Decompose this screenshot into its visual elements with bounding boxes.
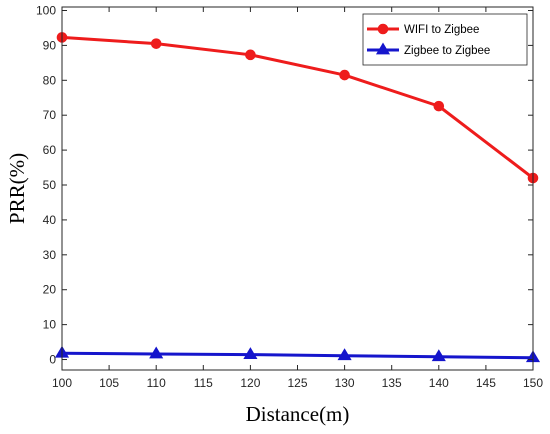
x-tick-label: 140 [429, 376, 449, 390]
legend-entry-label: Zigbee to Zigbee [404, 45, 490, 57]
y-tick-label: 30 [43, 248, 57, 262]
plot-series [54, 32, 541, 363]
series [54, 345, 541, 363]
x-tick-label: 120 [240, 376, 260, 390]
data-point-marker [339, 69, 350, 81]
series-line [61, 351, 534, 360]
y-tick-label: 70 [43, 108, 57, 122]
x-axis-label: Distance(m) [246, 402, 350, 426]
y-tick-label: 80 [43, 73, 57, 87]
y-tick-label: 100 [36, 3, 56, 17]
y-tick-label: 50 [43, 178, 57, 192]
legend-box [362, 13, 528, 66]
data-point-marker [243, 347, 258, 360]
data-point-marker [433, 100, 445, 112]
y-tick-label: 90 [43, 38, 57, 52]
x-tick-label: 100 [52, 376, 72, 390]
y-tick-label: 20 [43, 283, 57, 297]
y-axis-label: PRR(%) [5, 153, 29, 224]
y-tick-label: 40 [43, 213, 57, 227]
legend-swatch-marker [375, 42, 391, 55]
data-point-marker [150, 38, 162, 49]
x-tick-label: 135 [382, 376, 402, 390]
x-tick-label: 145 [476, 376, 496, 390]
legend: WIFI to Zigbee Zigbee to Zigbee [362, 13, 528, 66]
y-tick-label: 0 [49, 353, 56, 367]
data-point-marker [337, 348, 352, 361]
series-line [61, 35, 534, 180]
data-point-marker [149, 346, 164, 359]
axis-ticks: 100 105 110 115 120 125 130 135 140 145 150 0 10 20 30… [36, 3, 543, 390]
y-tick-label: 10 [43, 318, 57, 332]
legend-swatch-marker [377, 23, 389, 35]
x-tick-label: 130 [335, 376, 355, 390]
x-tick-label: 125 [287, 376, 307, 390]
y-tick-label: 60 [43, 143, 57, 157]
data-point-marker [375, 42, 391, 55]
x-tick-label: 110 [147, 376, 166, 390]
x-tick-label: 115 [194, 376, 213, 390]
data-point-marker [245, 49, 256, 61]
series [56, 32, 539, 184]
legend-entry-label: WIFI to Zigbee [404, 24, 479, 36]
data-point-marker [377, 23, 389, 35]
x-tick-label: 150 [523, 376, 543, 390]
data-point-marker [431, 349, 446, 362]
x-tick-label: 105 [99, 376, 119, 390]
